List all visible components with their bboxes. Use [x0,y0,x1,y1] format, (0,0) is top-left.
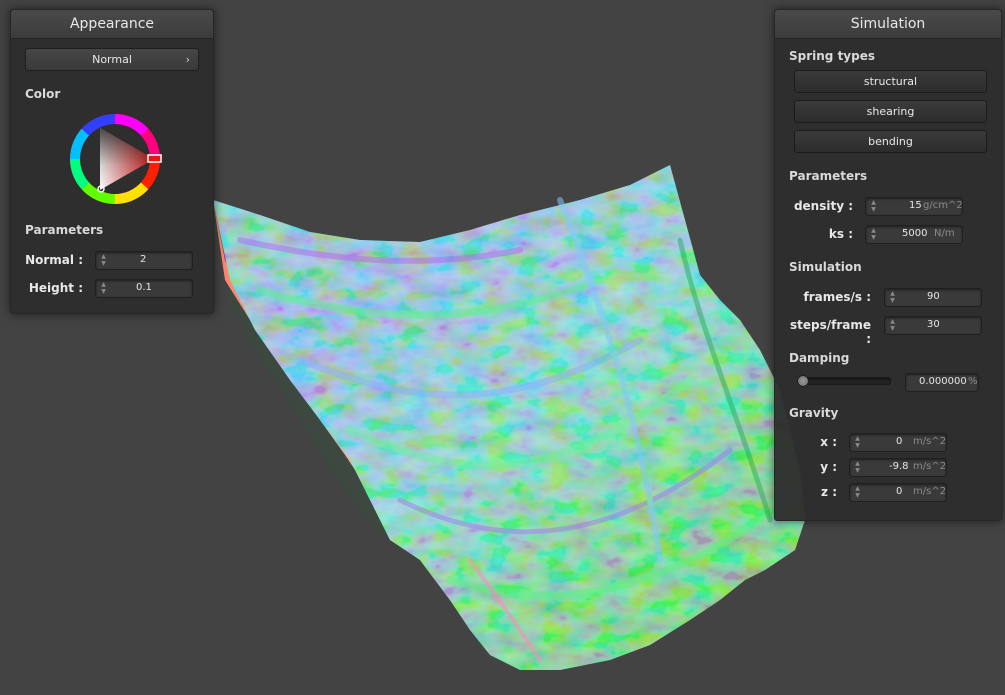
damping-unit: % [968,376,978,387]
shearing-toggle[interactable]: shearing [794,100,987,123]
damping-value: 0.000000 [919,376,967,387]
simulation-panel-title[interactable]: Simulation [775,10,1001,39]
gravity-y-value: -9.8 [889,461,909,472]
simulation-section-label: Simulation [789,260,862,274]
gravity-x-label: x : [820,435,837,449]
spin-arrows-icon[interactable]: ▲ ▼ [890,290,895,304]
normal-label: Normal : [25,253,83,267]
density-label: density : [793,199,853,213]
color-wheel[interactable] [68,112,162,206]
fps-label: frames/s : [803,290,871,304]
gravity-z-label: z : [821,485,837,499]
shader-dropdown-value: Normal [92,53,132,66]
bending-toggle[interactable]: bending [794,130,987,153]
spin-arrows-icon[interactable]: ▲ ▼ [101,253,106,267]
normal-spinbox[interactable]: ▲ ▼ 2 [95,251,193,270]
gravity-y-spinbox[interactable]: ▲ ▼ -9.8 m/s^2 [849,458,947,477]
steps-spinbox[interactable]: ▲ ▼ 30 [884,316,982,335]
appearance-panel: Appearance Normal › Color [10,9,214,314]
ks-value: 5000 [902,228,928,239]
gravity-z-unit: m/s^2 [913,486,947,497]
ks-label: ks : [828,227,853,241]
color-section-label: Color [25,87,61,101]
gravity-y-label: y : [820,460,837,474]
hue-marker[interactable] [147,154,162,163]
spring-types-label: Spring types [789,49,876,63]
chevron-right-icon: › [185,53,190,66]
spin-arrows-icon[interactable]: ▲ ▼ [855,435,860,449]
damping-label: Damping [789,351,850,365]
steps-value: 30 [927,319,940,330]
gravity-x-value: 0 [896,436,903,447]
gravity-z-value: 0 [896,486,903,497]
ks-unit: N/m [934,228,955,239]
structural-toggle[interactable]: structural [794,70,987,93]
density-unit: g/cm^2 [923,200,963,211]
gravity-x-spinbox[interactable]: ▲ ▼ 0 m/s^2 [849,433,947,452]
height-value: 0.1 [136,282,152,293]
spin-arrows-icon[interactable]: ▲ ▼ [855,460,860,474]
density-spinbox[interactable]: ▲ ▼ 15 g/cm^2 [865,197,963,216]
damping-slider[interactable] [797,377,891,385]
ks-spinbox[interactable]: ▲ ▼ 5000 N/m [865,225,963,244]
gravity-label: Gravity [789,406,839,420]
sim-parameters-label: Parameters [789,169,868,183]
density-value: 15 [909,200,922,211]
appearance-panel-title[interactable]: Appearance [11,10,213,39]
spin-arrows-icon[interactable]: ▲ ▼ [871,227,876,241]
appearance-parameters-label: Parameters [25,223,104,237]
spin-arrows-icon[interactable]: ▲ ▼ [890,318,895,332]
gravity-x-unit: m/s^2 [913,436,947,447]
color-picker-dot[interactable] [97,185,105,193]
fps-value: 90 [927,291,940,302]
shader-dropdown[interactable]: Normal › [25,48,199,71]
damping-value-box[interactable]: 0.000000 % [905,373,979,392]
height-label: Height : [28,281,83,295]
simulation-panel: Simulation Spring types structural shear… [774,9,1002,521]
normal-value: 2 [140,254,147,265]
gravity-y-unit: m/s^2 [913,461,947,472]
gravity-z-spinbox[interactable]: ▲ ▼ 0 m/s^2 [849,483,947,502]
damping-slider-knob[interactable] [797,375,809,387]
cloth-wrinkles [237,197,773,662]
spin-arrows-icon[interactable]: ▲ ▼ [871,199,876,213]
height-spinbox[interactable]: ▲ ▼ 0.1 [95,279,193,298]
fps-spinbox[interactable]: ▲ ▼ 90 [884,288,982,307]
steps-label: steps/frame : [789,318,871,346]
spin-arrows-icon[interactable]: ▲ ▼ [855,485,860,499]
spin-arrows-icon[interactable]: ▲ ▼ [101,281,106,295]
